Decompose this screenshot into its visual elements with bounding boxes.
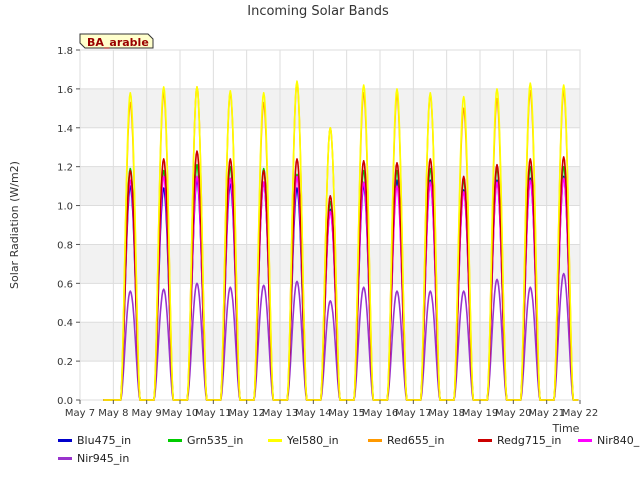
y-tick-label: 1.4 [57, 124, 73, 135]
legend-item: Nir840_in [578, 434, 640, 447]
x-tick-label: May 11 [195, 408, 232, 419]
legend-label: Yel580_in [287, 434, 339, 447]
legend-item: Nir945_in [58, 452, 129, 465]
y-tick-labels: 0.0 0.2 0.4 0.6 0.8 1.0 1.2 1.4 1.6 1.8 [57, 46, 80, 407]
legend-swatch [368, 439, 382, 442]
x-axis-label: Time [552, 422, 580, 435]
y-tick-label: 1.2 [57, 163, 73, 174]
grid-band [80, 322, 580, 362]
grid-band [80, 244, 580, 284]
x-tick-label: May 21 [528, 408, 565, 419]
legend-item: Red655_in [368, 434, 444, 447]
y-tick-label: 0.6 [57, 279, 73, 290]
chart-title: Incoming Solar Bands [247, 4, 389, 19]
grid-band [80, 88, 580, 128]
legend-item: Grn535_in [168, 434, 243, 447]
x-tick-label: May 9 [132, 408, 162, 419]
x-tick-label: May 20 [495, 408, 532, 419]
y-tick-label: 0.2 [57, 357, 73, 368]
y-tick-label: 0.4 [57, 318, 73, 329]
legend-item: Blu475_in [58, 434, 131, 447]
x-tick-label: May 15 [328, 408, 365, 419]
x-tick-label: May 22 [562, 408, 599, 419]
x-tick-label: May 16 [362, 408, 399, 419]
y-axis-label: Solar Radiation (W/m2) [8, 161, 21, 289]
x-tick-label: May 17 [395, 408, 432, 419]
x-tick-label: May 10 [162, 408, 199, 419]
y-tick-label: 1.0 [57, 202, 73, 213]
x-tick-label: May 14 [295, 408, 332, 419]
legend-label: Nir840_in [597, 434, 640, 447]
site-annotation-label: BA_arable [87, 36, 149, 49]
x-tick-label: May 19 [462, 408, 499, 419]
y-tick-label: 0.0 [57, 396, 73, 407]
x-tick-label: May 12 [228, 408, 265, 419]
legend-swatch [478, 439, 492, 442]
y-tick-label: 1.6 [57, 85, 73, 96]
legend-label: Blu475_in [77, 434, 132, 447]
y-tick-label: 0.8 [57, 240, 73, 251]
x-tick-label: May 8 [98, 408, 128, 419]
legend-label: Redg715_in [497, 434, 562, 447]
legend-swatch [578, 439, 592, 442]
legend-label: Red655_in [387, 434, 445, 447]
legend-swatch [268, 439, 282, 442]
x-tick-label: May 7 [65, 408, 95, 419]
site-annotation: BA_arable [79, 33, 154, 49]
x-tick-label: May 18 [428, 408, 465, 419]
legend-label: Grn535_in [187, 434, 244, 447]
legend-item: Redg715_in [478, 434, 561, 447]
legend-swatch [168, 439, 182, 442]
legend-item: Yel580_in [268, 434, 339, 447]
legend-label: Nir945_in [77, 452, 130, 465]
legend-swatch [58, 439, 72, 442]
y-tick-label: 1.8 [57, 46, 73, 57]
legend-swatch [58, 457, 72, 460]
x-tick-label: May 13 [262, 408, 299, 419]
